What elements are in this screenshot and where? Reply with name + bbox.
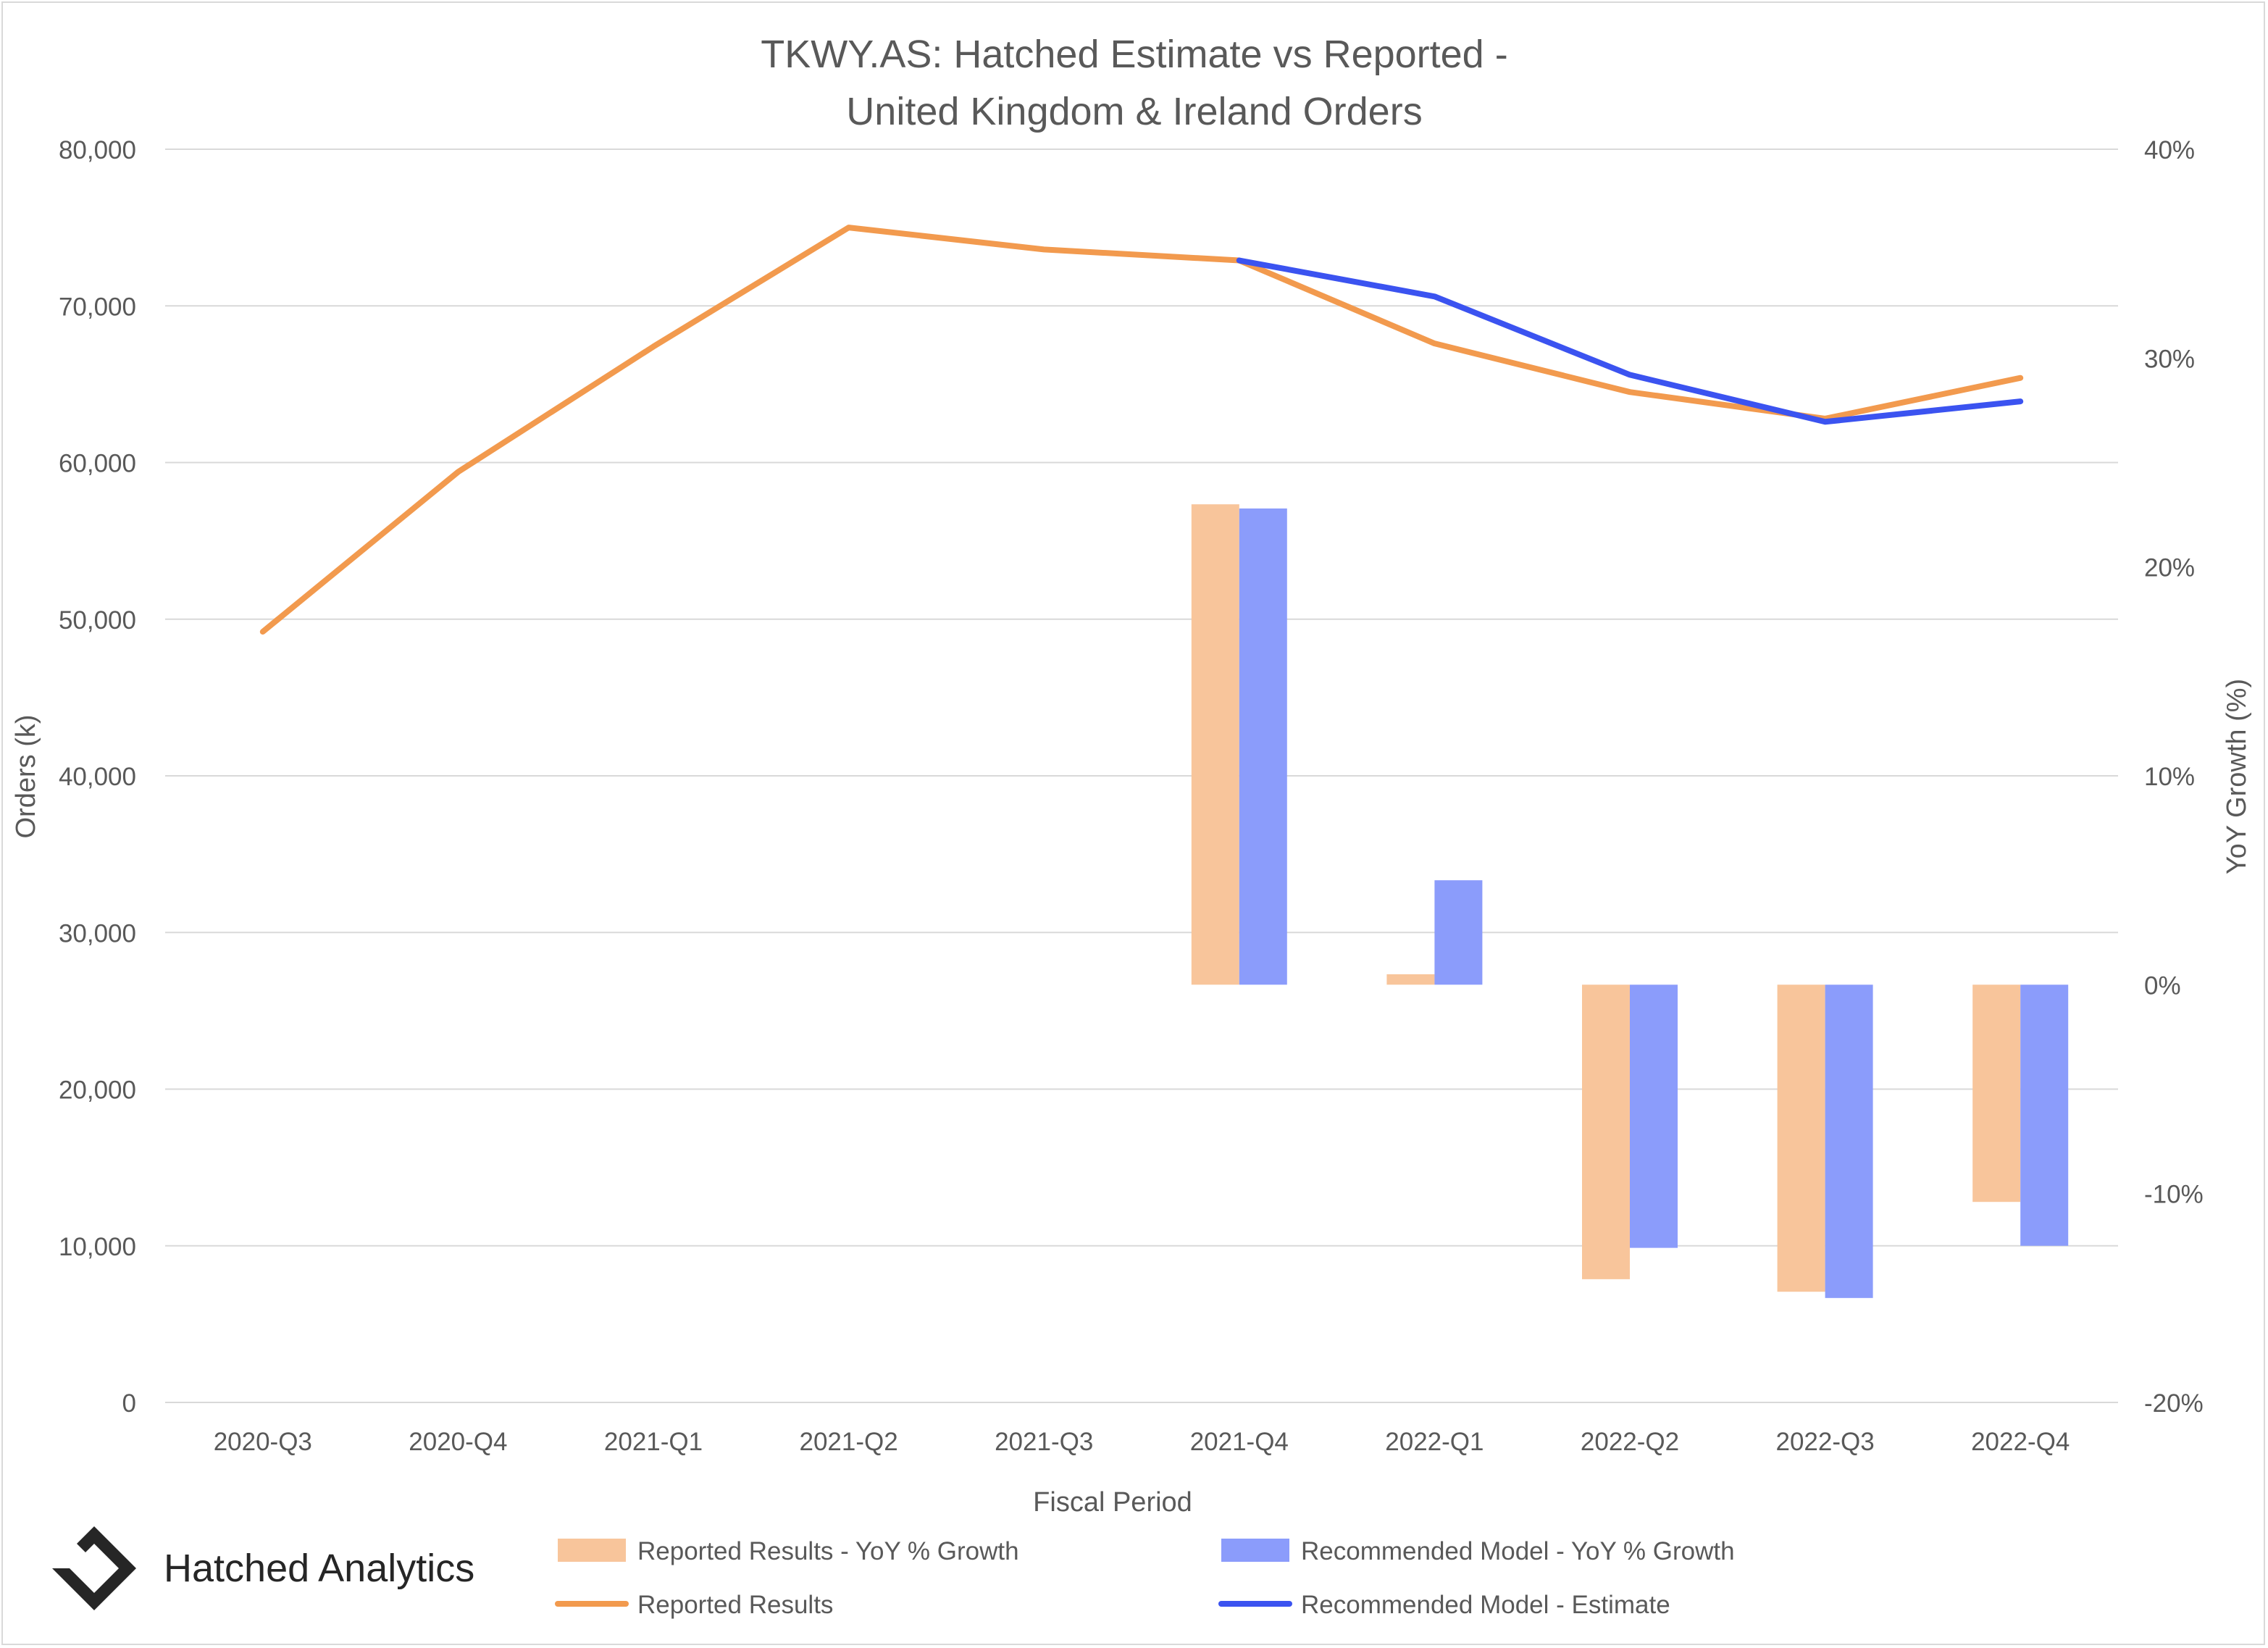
y2-tick-label: -20% [2144,1389,2204,1418]
x-tick-label: 2021-Q3 [995,1428,1093,1456]
legend-item-reported-results: Reported Results [637,1591,833,1619]
y-tick-label: 60,000 [59,450,136,478]
bar-model-growth [1825,984,1873,1298]
chart-title: TKWY.AS: Hatched Estimate vs Reported - [761,33,1507,76]
y-tick-label: 50,000 [59,606,136,635]
bar-reported-growth [1972,984,2021,1202]
x-tick-label: 2021-Q1 [604,1428,703,1456]
bar-reported-growth [1386,974,1435,985]
line-reported-results [259,225,2024,635]
hatched-diamond-logo-icon [52,1526,136,1610]
line-model-estimate [1236,257,2024,425]
bar-reported-growth [1191,504,1239,985]
y-tick-label: 30,000 [59,919,136,948]
y-tick-label: 40,000 [59,763,136,791]
x-axis-ticks: 2020-Q3 2020-Q4 2021-Q1 2021-Q2 2021-Q3 2021-… [214,1428,2070,1456]
x-tick-label: 2022-Q4 [1971,1428,2070,1456]
left-axis-ticks: 0 10,000 20,000 30,000 40,000 50,000 60,000 70,… [59,136,136,1418]
y2-tick-label: 20% [2144,554,2195,582]
bar-model-growth [1434,880,1483,985]
legend-item-reported-growth: Reported Results - YoY % Growth [637,1537,1019,1565]
brand-name: Hatched Analytics [164,1547,475,1590]
legend-item-model-estimate: Recommended Model - Estimate [1301,1591,1670,1619]
y2-tick-label: -10% [2144,1181,2204,1209]
gridlines [165,149,2118,1403]
y2-tick-label: 30% [2144,345,2195,373]
y-tick-label: 70,000 [59,293,136,321]
y2-tick-label: 10% [2144,763,2195,791]
y2-axis-label: YoY Growth (%) [2222,679,2252,874]
legend-swatch [1221,1539,1289,1562]
bar-reported-growth [1777,984,1825,1292]
x-tick-label: 2020-Q4 [409,1428,507,1456]
x-tick-label: 2021-Q4 [1190,1428,1289,1456]
y-tick-label: 0 [122,1389,136,1418]
y-axis-label: Orders (k) [11,715,41,839]
legend-item-model-growth: Recommended Model - YoY % Growth [1301,1537,1735,1565]
y2-tick-label: 0% [2144,971,2181,1000]
brand: Hatched Analytics [51,1521,474,1615]
y-tick-label: 10,000 [59,1233,136,1261]
y-tick-label: 20,000 [59,1076,136,1105]
y-tick-label: 80,000 [59,136,136,164]
lines [259,225,2024,635]
x-tick-label: 2022-Q3 [1775,1428,1874,1456]
bar-model-growth [1239,508,1287,985]
x-tick-label: 2020-Q3 [214,1428,312,1456]
x-tick-label: 2022-Q2 [1581,1428,1679,1456]
x-axis-label: Fiscal Period [1033,1487,1192,1518]
y2-tick-label: 40% [2144,136,2195,164]
legend: Reported Results - YoY % Growth Recommend… [555,1537,1735,1619]
x-tick-label: 2022-Q1 [1385,1428,1484,1456]
bar-reported-growth [1582,984,1630,1279]
bars [1191,504,2069,1298]
right-axis-ticks: -20% -10% 0% 10% 20% 30% 40% [2144,136,2204,1418]
legend-swatch [558,1539,626,1562]
bar-model-growth [2020,984,2069,1246]
x-tick-label: 2021-Q2 [799,1428,897,1456]
bar-model-growth [1630,984,1678,1248]
chart-subtitle: United Kingdom & Ireland Orders [846,90,1422,133]
